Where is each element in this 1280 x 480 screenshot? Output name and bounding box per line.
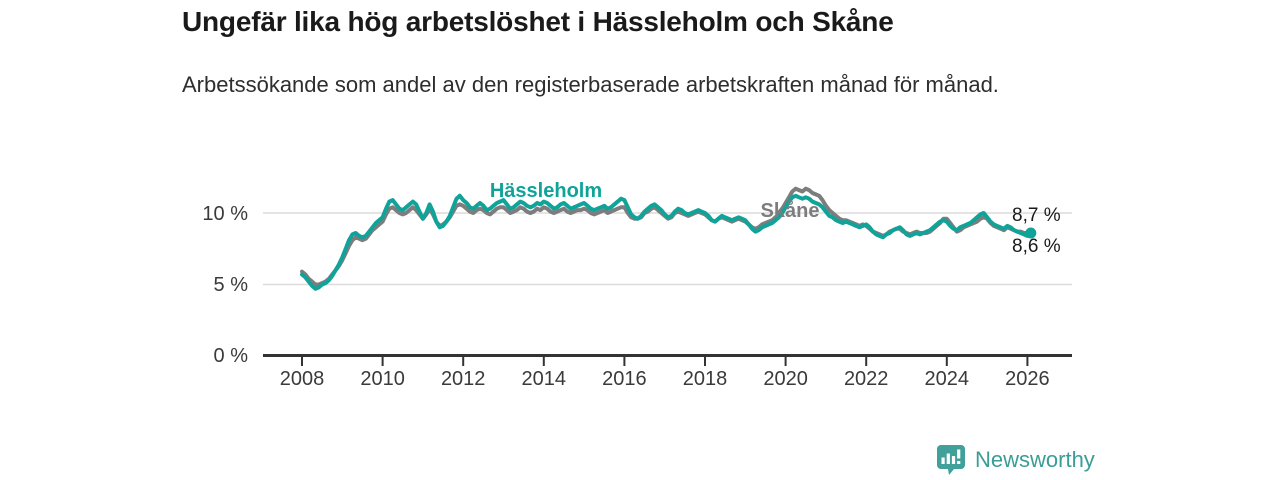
x-axis-labels: 2008 2010 2012 2014 2016 2018 2020 2022 … — [280, 368, 1050, 390]
x-tick-label-2012: 2012 — [441, 368, 486, 390]
hassleholm-end-dot — [1025, 227, 1037, 239]
y-axis-labels: 0 % 5 % 10 % — [202, 203, 248, 367]
series-label-hassleholm: Hässleholm — [490, 180, 602, 202]
chart-subtitle: Arbetssökande som andel av den registerb… — [182, 72, 999, 97]
x-tick-label-2020: 2020 — [763, 368, 808, 390]
y-tick-label-5: 5 % — [214, 274, 249, 296]
y-tick-label-10: 10 % — [202, 203, 248, 225]
x-tick-label-2022: 2022 — [844, 368, 889, 390]
y-tick-label-0: 0 % — [214, 345, 249, 367]
x-tick-label-2024: 2024 — [925, 368, 970, 390]
x-tick-label-2026: 2026 — [1005, 368, 1050, 390]
newsworthy-icon — [937, 445, 965, 475]
newsworthy-logo[interactable]: Newsworthy — [936, 444, 1095, 476]
x-tick-label-2016: 2016 — [602, 368, 647, 390]
end-value-label-skane: 8,7 % — [1012, 205, 1061, 226]
x-tick-label-2010: 2010 — [360, 368, 405, 390]
chart-title: Ungefär lika hög arbetslöshet i Hässleho… — [182, 6, 894, 37]
hassleholm-line — [300, 193, 1033, 291]
x-tick-label-2018: 2018 — [683, 368, 728, 390]
series-label-skane: Skåne — [761, 199, 820, 222]
end-value-label-hassleholm: 8,6 % — [1012, 236, 1061, 257]
x-axis-ticks — [301, 357, 1029, 366]
x-tick-label-2014: 2014 — [522, 368, 567, 390]
x-tick-label-2008: 2008 — [280, 368, 325, 390]
newsworthy-wordmark: Newsworthy — [975, 447, 1095, 472]
